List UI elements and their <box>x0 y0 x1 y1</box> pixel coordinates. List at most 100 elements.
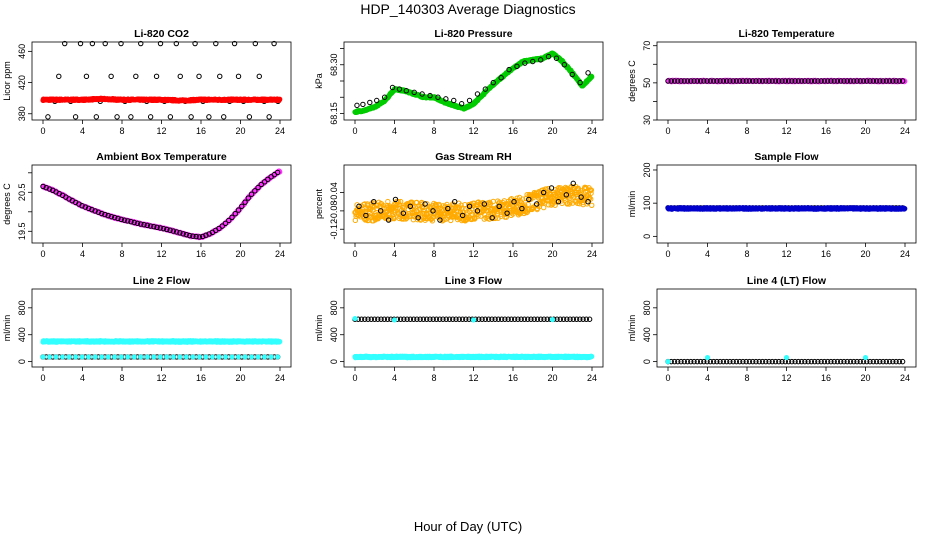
data-point <box>128 114 134 120</box>
y-tick-label: 68.15 <box>329 102 339 125</box>
y-tick-label: -0.04 <box>329 182 339 203</box>
data-point <box>360 101 366 108</box>
x-tick-label: 4 <box>80 249 85 259</box>
x-tick-label: 12 <box>468 126 478 136</box>
data-point <box>173 40 180 47</box>
data-point <box>177 73 183 80</box>
x-tick-label: 16 <box>196 373 206 383</box>
data-point <box>93 114 100 120</box>
data-point <box>77 40 84 47</box>
series-0 <box>352 50 595 115</box>
y-tick-label: 30 <box>642 115 652 125</box>
data-point <box>196 73 202 80</box>
data-point <box>902 206 908 212</box>
x-tick-label: 20 <box>860 126 870 136</box>
x-tick-label: 4 <box>705 126 710 136</box>
data-point <box>62 40 68 47</box>
series-0 <box>45 40 281 120</box>
y-axis-label: percent <box>314 188 324 219</box>
y-tick-label: 200 <box>642 162 652 177</box>
data-point <box>585 70 591 76</box>
y-axis-label: kPa <box>314 73 324 89</box>
x-tick-label: 0 <box>665 249 670 259</box>
data-point <box>133 73 139 80</box>
data-point <box>45 114 51 120</box>
plot-frame <box>31 41 292 121</box>
x-tick-label: 24 <box>587 249 597 259</box>
data-point <box>252 40 259 47</box>
y-tick-label: 50 <box>642 78 652 88</box>
x-tick-label: 24 <box>900 126 910 136</box>
panel-title: Sample Flow <box>754 151 819 163</box>
data-point <box>108 73 114 80</box>
data-point <box>277 96 283 102</box>
x-tick-label: 8 <box>431 126 436 136</box>
x-tick-label: 0 <box>665 126 670 136</box>
x-tick-label: 20 <box>860 249 870 259</box>
data-point <box>188 114 194 120</box>
x-tick-label: 20 <box>547 126 557 136</box>
data-point <box>217 73 223 80</box>
series-1 <box>354 53 591 109</box>
data-point <box>147 114 154 120</box>
data-point <box>246 114 253 120</box>
data-point <box>83 73 90 80</box>
y-axis-label: Licor ppm <box>2 61 12 101</box>
x-tick-label: 12 <box>781 126 791 136</box>
data-point <box>56 73 62 80</box>
data-point <box>271 40 277 47</box>
x-tick-label: 24 <box>275 373 285 383</box>
x-tick-label: 0 <box>352 126 357 136</box>
panel-title: Li-820 CO2 <box>134 28 189 40</box>
x-tick-label: 16 <box>821 249 831 259</box>
x-tick-label: 4 <box>705 249 710 259</box>
y-tick-label: 100 <box>642 196 652 211</box>
x-tick-label: 12 <box>156 249 166 259</box>
x-tick-label: 16 <box>508 126 518 136</box>
y-axis-label: ml/min <box>627 191 637 218</box>
x-tick-label: 8 <box>744 249 749 259</box>
y-tick-label: 70 <box>642 41 652 51</box>
x-tick-label: 24 <box>587 126 597 136</box>
y-axis-label: degrees C <box>2 183 12 225</box>
data-point <box>451 97 457 104</box>
plot-frame <box>656 164 917 244</box>
x-tick-label: 0 <box>352 249 357 259</box>
data-point <box>466 97 473 104</box>
panel-title: Line 2 Flow <box>133 275 191 287</box>
x-tick-label: 0 <box>40 126 45 136</box>
data-point <box>157 40 164 47</box>
y-tick-label: 19.5 <box>17 223 27 241</box>
y-tick-label: 68.30 <box>329 53 339 76</box>
panel-title: Li-820 Pressure <box>434 28 512 40</box>
x-tick-label: 12 <box>468 249 478 259</box>
data-point <box>213 40 219 47</box>
x-tick-label: 16 <box>508 249 518 259</box>
series-1 <box>665 205 908 212</box>
x-tick-label: 4 <box>392 126 397 136</box>
data-point <box>354 102 360 109</box>
y-axis-label: ml/min <box>2 315 12 342</box>
panel-title: Gas Stream RH <box>435 151 511 163</box>
x-tick-label: 8 <box>119 126 124 136</box>
x-tick-label: 20 <box>235 249 245 259</box>
y-tick-label: 0 <box>17 359 27 364</box>
data-point <box>235 73 242 80</box>
data-point <box>167 114 174 120</box>
x-tick-label: 12 <box>156 373 166 383</box>
data-point <box>221 114 227 120</box>
x-tick-label: 4 <box>80 126 85 136</box>
y-tick-label: 380 <box>17 106 27 121</box>
data-point <box>118 40 124 47</box>
panel-title: Ambient Box Temperature <box>96 151 227 163</box>
data-point <box>367 99 373 106</box>
figure-title: HDP_140303 Average Diagnostics <box>360 1 575 17</box>
data-point <box>266 114 272 120</box>
y-tick-label: 460 <box>17 44 27 59</box>
plot-frame <box>31 164 292 244</box>
